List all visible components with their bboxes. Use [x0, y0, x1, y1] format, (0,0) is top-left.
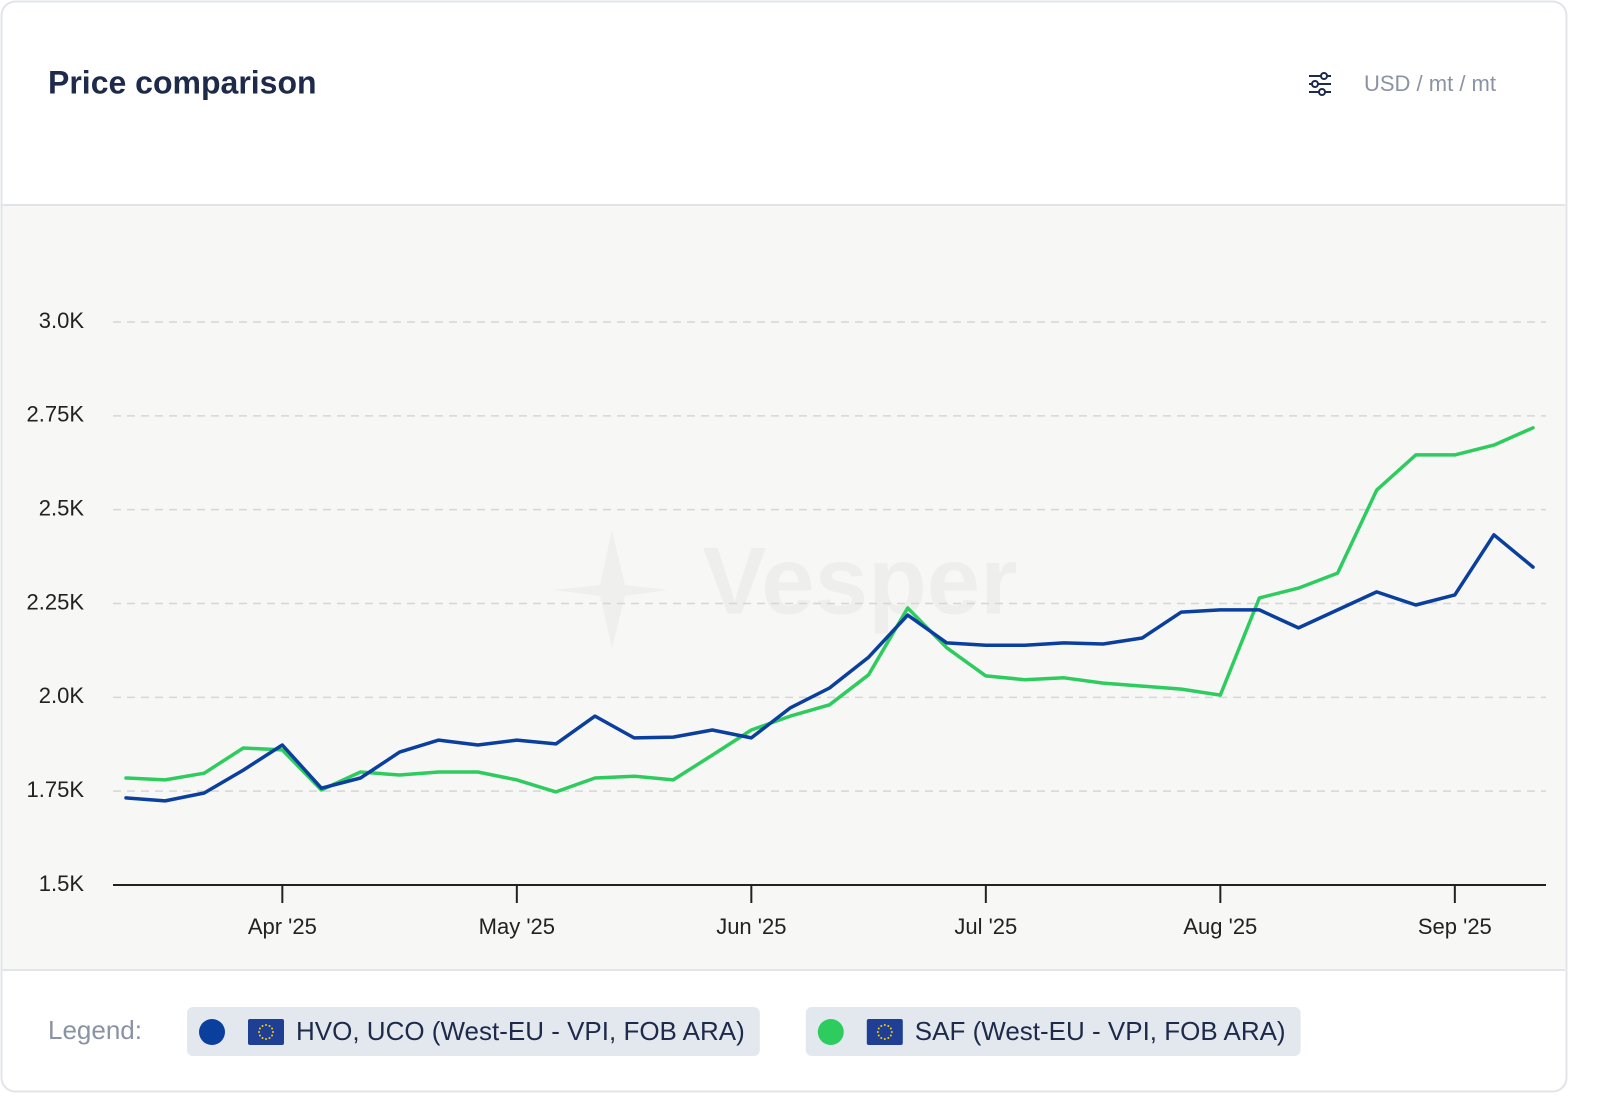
legend-text: SAF (West-EU - VPI, FOB ARA) — [915, 1016, 1286, 1046]
flag-icon — [248, 1019, 284, 1045]
x-tick-label: Aug '25 — [1183, 914, 1257, 939]
flag-star — [887, 1024, 890, 1027]
plot-background — [2, 205, 1566, 970]
y-tick-label: 1.5K — [39, 871, 85, 896]
flag-star — [883, 1038, 886, 1040]
flag-star — [261, 1037, 264, 1040]
legend-dot — [817, 1019, 844, 1045]
y-tick-label: 2.75K — [27, 402, 85, 427]
watermark: Vesper — [703, 527, 1018, 634]
flag-star — [268, 1037, 271, 1040]
flag-star — [877, 1027, 880, 1030]
flag-star — [268, 1024, 271, 1027]
legend-item[interactable]: HVO, UCO (West-EU - VPI, FOB ARA) — [187, 1007, 760, 1056]
y-tick-label: 2.0K — [39, 683, 85, 708]
flag-star — [890, 1031, 893, 1033]
legend-label: Legend: — [48, 1015, 142, 1045]
y-tick-label: 2.5K — [39, 495, 85, 520]
y-tick-label: 1.75K — [27, 777, 85, 802]
x-tick-label: Jul '25 — [954, 914, 1017, 939]
series-line — [124, 533, 1535, 803]
flag-star — [889, 1027, 892, 1030]
flag-star — [877, 1034, 880, 1037]
flag-star — [889, 1034, 892, 1037]
legend-item[interactable]: SAF (West-EU - VPI, FOB ARA) — [805, 1007, 1301, 1056]
flag-star — [271, 1034, 274, 1037]
legend-dot — [199, 1019, 225, 1045]
chart-title: Price comparison — [48, 64, 317, 100]
unit-icon[interactable] — [1309, 72, 1331, 96]
legend: HVO, UCO (West-EU - VPI, FOB ARA) SAF (We… — [187, 1007, 1301, 1056]
x-tick-label: Jun '25 — [716, 914, 786, 939]
flag-star — [261, 1024, 264, 1027]
x-tick-label: Sep '25 — [1418, 914, 1492, 939]
flag-star — [887, 1037, 890, 1040]
flag-star — [258, 1034, 261, 1037]
flag-star — [265, 1024, 267, 1026]
flag-icon — [866, 1019, 903, 1045]
flag-star — [880, 1024, 883, 1027]
flag-star — [876, 1031, 879, 1033]
legend-pill — [187, 1007, 760, 1056]
unit-selector[interactable]: USD / mt / mt — [1364, 71, 1496, 96]
flag-star — [258, 1031, 260, 1033]
legend-pill — [805, 1007, 1301, 1056]
y-tick-label: 3.0K — [39, 308, 85, 333]
flag-star — [880, 1037, 883, 1040]
flag-star — [265, 1038, 267, 1040]
x-tick-label: May '25 — [479, 914, 555, 939]
flag-star — [271, 1027, 274, 1030]
y-tick-label: 2.25K — [27, 589, 85, 614]
flag-star — [258, 1027, 261, 1030]
series-line — [124, 426, 1535, 794]
legend-text: HVO, UCO (West-EU - VPI, FOB ARA) — [296, 1016, 745, 1046]
flag-star — [883, 1024, 886, 1026]
flag-star — [272, 1031, 274, 1033]
x-tick-label: Apr '25 — [248, 914, 317, 939]
